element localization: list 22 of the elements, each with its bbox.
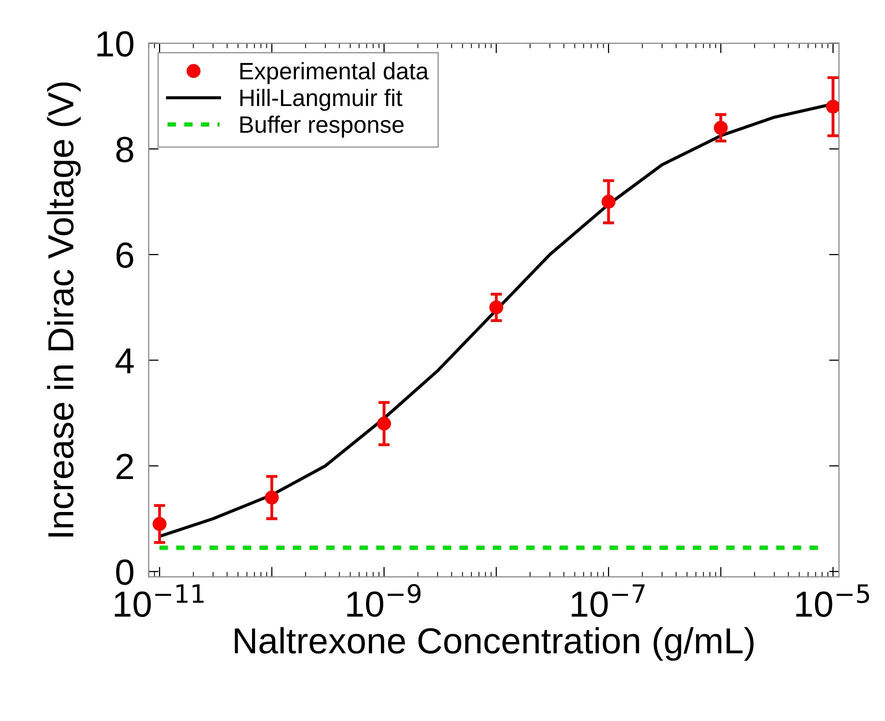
y-tick-label: 8 [116,136,134,162]
point [489,300,504,314]
y-tick-label: 0 [116,559,134,585]
y-tick-label: 4 [116,348,134,374]
legend-label: Experimental data [240,62,429,84]
x-tick-label: 10$^{−7}$ [572,584,645,617]
point [714,120,728,135]
y-tick-label: 6 [116,242,134,268]
x-tick-label: 10$^{−5}$ [796,584,870,617]
x-axis-title: Naltrexone Concentration (g/mL) [234,627,754,661]
legend-label: Hill-Langmuir fit [240,88,402,111]
point [377,416,391,431]
y-axis-title: Increase in Dirac Voltage (V) [47,82,81,536]
x-tick-label: 10$^{−11}$ [114,584,204,617]
y-tick-label: 2 [116,454,133,479]
point [152,517,166,531]
x-tick-label: 10$^{−9}$ [347,584,420,617]
point [602,194,616,209]
legend-label: Buffer response [240,116,404,138]
point [826,100,839,114]
point [264,490,279,505]
y-tick-label: 10 [97,31,134,57]
